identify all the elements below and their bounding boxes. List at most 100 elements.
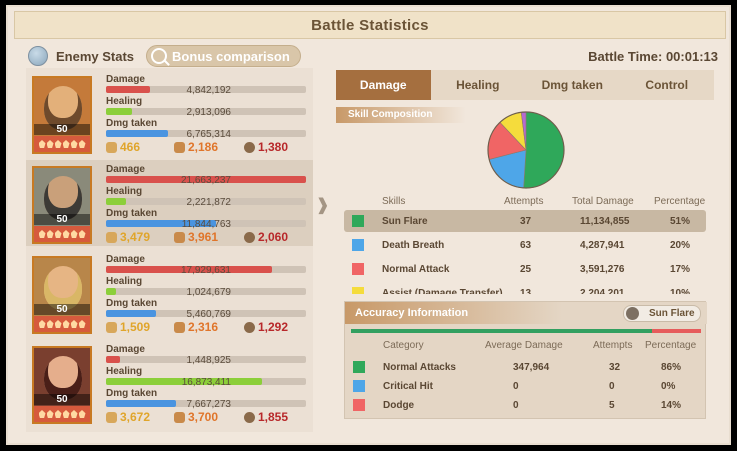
dmg-taken-bar-fill [106, 220, 216, 227]
col-average-damage: Average Damage [485, 340, 563, 351]
accuracy-color-swatch [353, 361, 365, 373]
col-acc-attempts: Attempts [593, 340, 633, 351]
troop-icon [106, 411, 117, 423]
col-attempts: Attempts [504, 196, 544, 207]
dmg-taken-bar-fill [106, 400, 176, 407]
hero-portrait[interactable]: 50 [32, 256, 92, 334]
skill-attempts: 25 [520, 264, 532, 275]
kills-count: 1,509 [106, 320, 150, 334]
hero-row[interactable]: 50 Damage 4,842,192 Healing 2,913,096 Dm… [26, 70, 313, 156]
skill-color-swatch [352, 263, 364, 275]
damage-bar [106, 356, 306, 363]
dmg-taken-bar-fill [106, 310, 156, 317]
accuracy-average: 347,964 [513, 362, 550, 373]
skill-name: Sun Flare [382, 216, 428, 227]
healing-bar [106, 378, 306, 385]
hero-face [44, 266, 82, 310]
skill-percentage: 17% [670, 264, 691, 275]
healing-value: 2,913,096 [186, 107, 232, 118]
enemy-shield-icon[interactable] [28, 46, 48, 66]
kills-count: 3,672 [106, 410, 150, 424]
accuracy-average: 0 [513, 381, 519, 392]
page-title: Battle Statistics [311, 16, 429, 34]
toggle-knob-icon [626, 307, 639, 320]
healing-bar-fill [106, 108, 132, 115]
skill-row[interactable]: Sun Flare 37 11,134,855 51% [344, 210, 706, 232]
skill-toggle-label: Sun Flare [649, 307, 695, 319]
skill-total-damage: 4,287,941 [580, 240, 625, 251]
dmg-taken-label: Dmg taken [106, 298, 158, 309]
hero-counts: 1,509 2,316 1,292 [106, 320, 316, 334]
hero-row[interactable]: 50 Damage 17,929,631 Healing 1,024,679 D… [26, 250, 313, 336]
hero-portrait[interactable]: 50 [32, 166, 92, 244]
enemy-stats-button[interactable]: Enemy Stats [56, 48, 135, 64]
healing-bar-fill [106, 288, 116, 295]
hero-counts: 3,479 3,961 2,060 [106, 230, 316, 244]
pie-slice-0 [523, 111, 565, 189]
tab-healing[interactable]: Healing [456, 78, 500, 92]
pie-svg [487, 111, 565, 189]
skull-icon [244, 321, 255, 333]
skill-row[interactable]: Assist (Damage Transfer) 13 2,204,201 10… [344, 282, 706, 294]
deaths-count: 2,060 [244, 230, 288, 244]
damage-bar [106, 266, 306, 273]
hero-face [44, 176, 82, 220]
damage-bar [106, 86, 306, 93]
hero-face [44, 356, 82, 400]
skull-icon [244, 141, 255, 153]
damage-value: 17,929,631 [180, 265, 231, 276]
wounded-count: 3,700 [174, 410, 218, 424]
chevron-right-icon: ❱ [316, 197, 330, 214]
hero-row[interactable]: 50 Damage 21,663,237 Healing 2,221,872 D… [26, 160, 313, 246]
damage-label: Damage [106, 254, 145, 265]
troop-icon [106, 321, 117, 333]
accuracy-average: 0 [513, 400, 519, 411]
skill-percentage: 51% [670, 216, 691, 227]
skill-name: Assist (Damage Transfer) [382, 288, 503, 294]
kills-count: 466 [106, 140, 140, 154]
skill-total-damage: 3,591,276 [580, 264, 625, 275]
accuracy-row: Normal Attacks 347,964 32 86% [345, 358, 707, 376]
dmg-taken-label: Dmg taken [106, 208, 158, 219]
deaths-count: 1,855 [244, 410, 288, 424]
accuracy-percentage: 86% [661, 362, 682, 373]
accuracy-percentage: 14% [661, 400, 682, 411]
hero-stars [34, 226, 90, 242]
top-bar: Enemy Stats Bonus comparison Battle Time… [28, 44, 718, 68]
tab-damage[interactable]: Damage [336, 70, 431, 100]
skill-toggle[interactable]: Sun Flare [623, 305, 701, 322]
accuracy-color-swatch [353, 380, 365, 392]
accuracy-attempts: 5 [609, 400, 615, 411]
dmg-taken-label: Dmg taken [106, 388, 158, 399]
wounded-icon [174, 321, 185, 333]
hero-stars [34, 406, 90, 422]
col-category: Category [383, 340, 424, 351]
hero-portrait[interactable]: 50 [32, 76, 92, 154]
damage-bar-fill [106, 266, 272, 273]
tab-dmg-taken[interactable]: Dmg taken [541, 78, 603, 92]
skill-attempts: 13 [520, 288, 532, 294]
wounded-icon [174, 141, 185, 153]
title-bar: Battle Statistics [14, 11, 726, 39]
hero-level: 50 [34, 394, 90, 405]
hero-face [44, 86, 82, 130]
accuracy-category: Dodge [383, 400, 415, 411]
bonus-comparison-button[interactable]: Bonus comparison [146, 45, 301, 67]
damage-label: Damage [106, 74, 145, 85]
hero-row[interactable]: 50 Damage 1,448,925 Healing 16,873,411 D… [26, 340, 313, 426]
accuracy-bar-fill [351, 329, 652, 333]
wounded-icon [174, 411, 185, 423]
skill-row[interactable]: Normal Attack 25 3,591,276 17% [344, 258, 706, 280]
hero-portrait[interactable]: 50 [32, 346, 92, 424]
accuracy-title: Accuracy Information [355, 307, 469, 319]
kills-count: 3,479 [106, 230, 150, 244]
dmg-taken-value: 6,765,314 [186, 129, 232, 140]
damage-value: 4,842,192 [186, 85, 232, 96]
skill-table: Sun Flare 37 11,134,855 51% Death Breath… [336, 210, 714, 294]
tab-control[interactable]: Control [645, 78, 689, 92]
dmg-taken-bar-fill [106, 130, 168, 137]
skill-row[interactable]: Death Breath 63 4,287,941 20% [344, 234, 706, 256]
damage-bar [106, 176, 306, 183]
col-skills: Skills [382, 196, 406, 207]
hero-counts: 466 2,186 1,380 [106, 140, 316, 154]
